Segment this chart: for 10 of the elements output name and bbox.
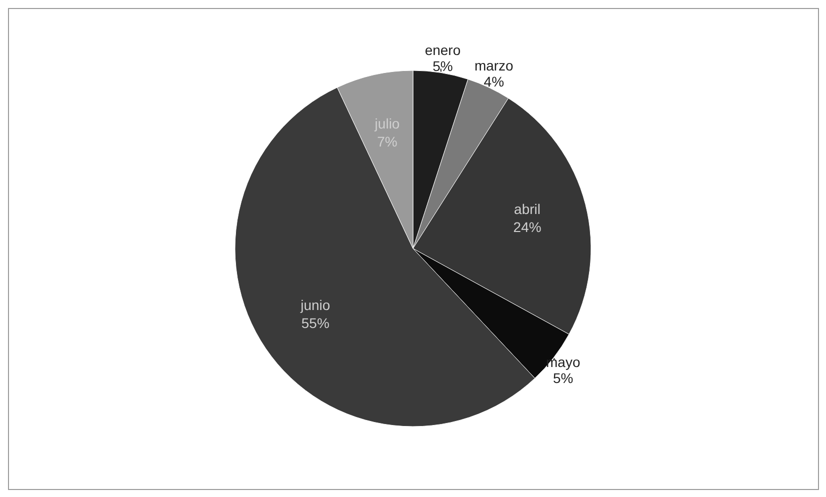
data-label: 55% (301, 314, 330, 331)
data-label: 24% (513, 219, 542, 236)
data-label: 4% (484, 74, 504, 90)
slice-label: enero (424, 42, 461, 58)
slice-label: abril (514, 201, 541, 218)
data-label: 5% (432, 58, 453, 74)
slice-label: marzo (474, 58, 514, 74)
slice-label: junio (300, 296, 330, 313)
data-label: 5% (553, 370, 574, 386)
slice-label: mayo (546, 354, 580, 370)
